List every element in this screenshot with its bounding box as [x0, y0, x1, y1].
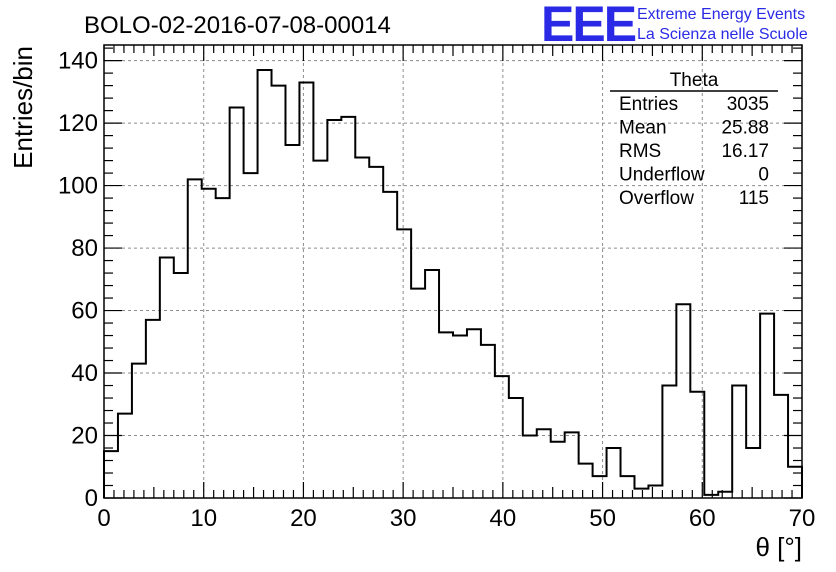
- histogram-bin: [537, 429, 551, 498]
- histogram-bin: [662, 386, 676, 498]
- histogram-bin: [272, 86, 286, 498]
- x-tick-label: 10: [190, 505, 217, 532]
- histogram-bin: [355, 157, 369, 498]
- histogram-bin: [732, 386, 746, 498]
- histogram-bin: [383, 192, 397, 498]
- x-axis-title: θ [°]: [755, 532, 802, 562]
- stats-rows: Entries 3035 Mean 25.88 RMS 16.17 Underflow 0 Ov…: [619, 94, 769, 209]
- histogram-bin: [202, 189, 216, 498]
- x-tick-label: 0: [97, 505, 110, 532]
- y-tick-label: 120: [58, 110, 98, 137]
- stats-value: 115: [739, 188, 769, 209]
- histogram-bin: [411, 289, 425, 498]
- x-tick-label: 20: [290, 505, 317, 532]
- x-tick-label: 70: [789, 505, 816, 532]
- stats-label: Entries: [619, 94, 678, 115]
- y-tick-label: 40: [71, 360, 98, 387]
- histogram-bin: [160, 257, 174, 498]
- logo: EEE Extreme Energy Events La Scienza nel…: [541, 0, 808, 52]
- histogram-outline: [103, 68, 803, 498]
- y-tick-label: 140: [58, 48, 98, 75]
- histogram-bin: [285, 145, 299, 498]
- stats-title: Theta: [670, 70, 719, 91]
- y-tick-label: 100: [58, 173, 98, 200]
- histogram-bin: [760, 314, 774, 498]
- histogram-bin: [607, 448, 621, 498]
- y-tick-label: 20: [71, 423, 98, 450]
- stats-value: 25.88: [721, 118, 769, 139]
- x-tick-label: 60: [689, 505, 716, 532]
- histogram-bin: [425, 270, 439, 498]
- logo-mark: EEE: [541, 0, 636, 52]
- histogram-bin: [341, 117, 355, 498]
- histogram-bin: [453, 336, 467, 498]
- histogram-bin: [327, 120, 341, 498]
- histogram-bin: [774, 395, 788, 498]
- histogram-bin: [634, 489, 648, 498]
- histogram-bin: [118, 414, 132, 498]
- chart-title: BOLO-02-2016-07-08-00014: [84, 12, 391, 39]
- stats-label: Mean: [619, 118, 667, 139]
- histogram-bin: [299, 82, 313, 498]
- histogram-bin: [146, 320, 160, 498]
- histogram: [103, 68, 803, 498]
- histogram-bin: [439, 332, 453, 498]
- y-tick-label: 80: [71, 235, 98, 262]
- histogram-bin: [216, 198, 230, 498]
- histogram-bin: [579, 464, 593, 498]
- histogram-bin: [230, 107, 244, 498]
- histogram-bin: [258, 70, 272, 498]
- y-tick-label: 0: [85, 485, 98, 512]
- stats-label: RMS: [619, 141, 661, 162]
- y-tick-label: 60: [71, 298, 98, 325]
- logo-line2: La Scienza nelle Scuole: [637, 26, 808, 43]
- histogram-bin: [718, 492, 732, 498]
- x-tick-label: 30: [390, 505, 417, 532]
- x-tick-label: 40: [490, 505, 517, 532]
- stats-value: 3035: [727, 94, 769, 115]
- histogram-bin: [313, 161, 327, 498]
- histogram-bin: [593, 476, 607, 498]
- histogram-bin: [495, 376, 509, 498]
- stats-value: 0: [758, 165, 769, 186]
- stats-value: 16.17: [721, 141, 769, 162]
- y-axis-title: Entries/bin: [8, 46, 38, 169]
- grid: [104, 45, 802, 498]
- histogram-bin: [174, 273, 188, 498]
- stats-label: Underflow: [619, 165, 705, 186]
- stats-box: Theta Entries 3035 Mean 25.88 RMS 16.17 Underf…: [610, 70, 778, 209]
- histogram-bin: [481, 345, 495, 498]
- histogram-bin: [244, 173, 258, 498]
- histogram-bin: [467, 329, 481, 498]
- axes: [103, 44, 803, 499]
- histogram-bin: [509, 398, 523, 498]
- histogram-bin: [132, 364, 146, 498]
- stats-label: Overflow: [619, 188, 694, 209]
- x-tick-label: 50: [589, 505, 616, 532]
- histogram-bin: [104, 451, 118, 498]
- histogram-bin: [397, 229, 411, 498]
- histogram-bin: [788, 467, 802, 498]
- tick-labels: 0 10 20 30 40 50 60 70 0 20 40 60 80 100 120 140: [58, 48, 815, 532]
- histogram-bin: [188, 179, 202, 498]
- histogram-bin: [565, 432, 579, 498]
- histogram-bin: [746, 448, 760, 498]
- histogram-bin: [523, 436, 537, 498]
- histogram-bin: [676, 304, 690, 498]
- histogram-bin: [648, 486, 662, 498]
- logo-line1: Extreme Energy Events: [637, 6, 805, 23]
- histogram-bin: [369, 167, 383, 498]
